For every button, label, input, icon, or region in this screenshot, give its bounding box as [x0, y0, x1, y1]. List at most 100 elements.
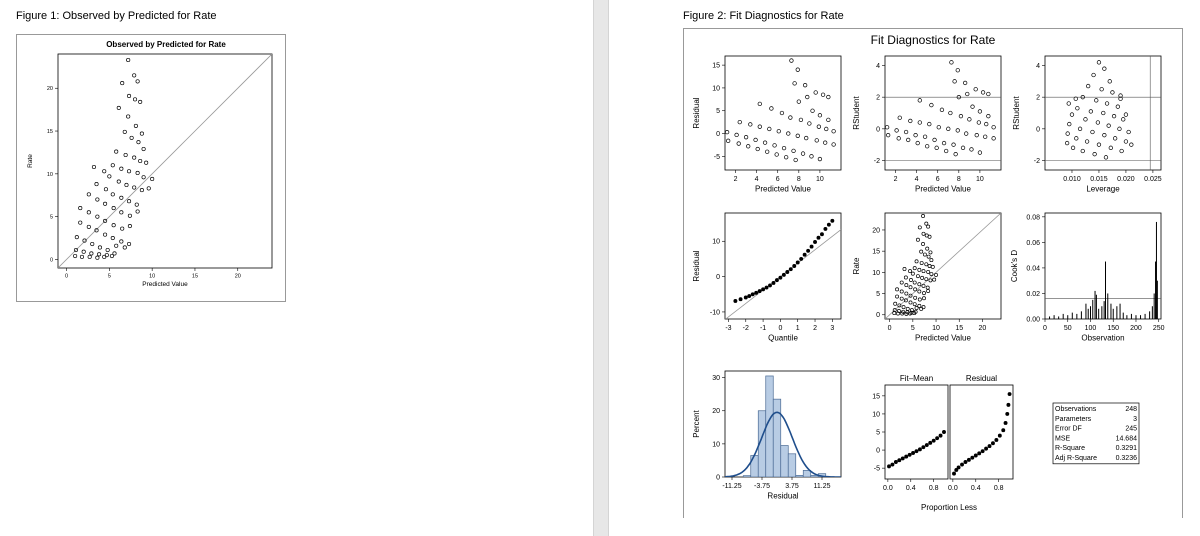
data-point — [132, 185, 137, 190]
data-point — [771, 281, 776, 285]
y-tick-label: 4 — [1036, 63, 1040, 70]
data-point — [78, 220, 83, 225]
stat-label: R-Square — [1055, 445, 1085, 452]
data-point — [776, 129, 781, 134]
data-point — [831, 142, 836, 147]
data-point — [912, 280, 917, 285]
x-tick-label: 4 — [915, 176, 919, 183]
x-tick-label: 50 — [1064, 325, 1072, 332]
x-tick-label: 2 — [894, 176, 898, 183]
data-point — [892, 311, 897, 316]
stat-value: 14.684 — [1116, 435, 1138, 442]
data-point — [126, 57, 131, 63]
data-point — [139, 188, 144, 193]
data-point — [917, 282, 922, 287]
data-point — [733, 299, 738, 303]
data-point — [138, 99, 143, 104]
data-point — [769, 106, 774, 111]
data-point — [78, 206, 83, 211]
x-tick-label: 5 — [911, 325, 915, 332]
data-point — [86, 192, 91, 197]
data-point — [788, 115, 793, 120]
data-point — [922, 291, 926, 296]
data-point — [926, 289, 931, 293]
data-point — [912, 311, 917, 316]
data-point — [991, 441, 995, 446]
data-point — [1084, 139, 1090, 144]
data-point — [816, 124, 822, 129]
data-point — [764, 285, 769, 290]
plot-area — [885, 213, 1001, 319]
data-point — [1065, 131, 1070, 136]
data-point — [141, 175, 146, 180]
data-point — [74, 235, 79, 240]
y-axis-label: Cook's D — [1010, 250, 1019, 282]
x-tick-label: 0 — [65, 274, 68, 280]
data-point — [110, 192, 115, 197]
plot-area — [1045, 221, 1161, 319]
data-point — [132, 97, 138, 102]
data-point — [895, 287, 900, 292]
data-point — [895, 294, 900, 299]
x-tick-label: 8 — [957, 176, 961, 183]
data-point — [781, 145, 787, 151]
data-point — [910, 271, 915, 276]
data-point — [1118, 96, 1123, 101]
y-tick-label: 15 — [872, 249, 880, 256]
data-point — [748, 122, 753, 127]
figure-1-chart: Observed by Predicted for Rate 0 5 10 15 20 0 5… — [16, 34, 286, 302]
data-point — [1073, 96, 1078, 101]
y-tick-label: 2 — [876, 95, 880, 102]
y-tick-label: 0 — [716, 474, 720, 481]
data-point — [146, 186, 151, 191]
y-tick-label: 10 — [712, 441, 720, 448]
data-point — [926, 269, 931, 274]
data-point — [1080, 95, 1085, 100]
plot-area — [885, 60, 1001, 161]
panel-rf-residual: 0.0 0.4 0.8 Residual — [948, 374, 1014, 492]
data-point — [94, 182, 99, 187]
x-axis-label: Leverage — [1086, 184, 1120, 193]
plot-area — [1045, 56, 1161, 170]
data-point — [974, 133, 979, 138]
data-point — [980, 449, 985, 454]
data-point — [798, 117, 804, 122]
data-point — [917, 447, 922, 452]
data-point — [817, 113, 823, 118]
data-point — [788, 267, 793, 272]
data-point — [1102, 133, 1107, 138]
data-point — [973, 87, 978, 92]
data-point — [894, 128, 899, 133]
panel-rate-vs-predicted: 0 5 10 15 20 0 5 10 15 20 Predicted Value Rate — [852, 212, 1002, 342]
data-point — [904, 311, 909, 316]
normal-curve — [725, 411, 841, 477]
data-point — [1129, 142, 1134, 147]
data-point — [737, 119, 742, 125]
fit-statistics-table: Observations 248 Parameters 3 Error DF 245 MSE… — [1052, 402, 1140, 465]
data-point — [1123, 139, 1129, 144]
data-point — [725, 130, 730, 135]
data-point — [1086, 83, 1091, 89]
data-point — [826, 117, 831, 122]
histogram-bar — [742, 475, 752, 477]
data-point — [111, 223, 116, 228]
data-point — [912, 266, 917, 271]
data-point — [927, 234, 932, 239]
data-point — [922, 252, 927, 257]
data-point — [795, 260, 800, 265]
data-point — [956, 465, 961, 470]
data-point — [902, 267, 907, 271]
data-point — [919, 261, 924, 265]
stat-value: 248 — [1125, 406, 1137, 413]
data-point — [1106, 123, 1111, 128]
page-gutter — [593, 0, 609, 536]
data-point — [73, 253, 78, 259]
data-point — [141, 146, 146, 152]
figure-1-caption: Figure 1: Observed by Predicted for Rate — [16, 10, 217, 22]
panel-title: Residual — [966, 374, 997, 383]
data-point — [965, 91, 970, 97]
data-point — [1083, 117, 1088, 122]
data-point — [82, 238, 87, 243]
data-point — [779, 110, 785, 116]
data-point — [1117, 126, 1122, 131]
